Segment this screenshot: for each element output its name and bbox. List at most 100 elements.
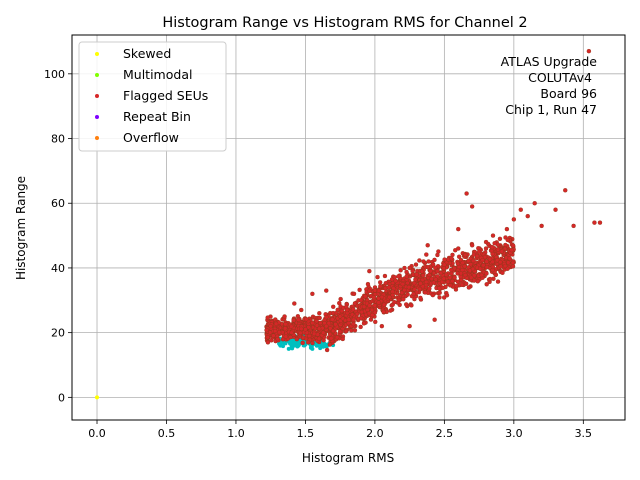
scatter-point-flagged-seus: [310, 291, 315, 297]
legend-marker-overflow: [95, 136, 99, 140]
scatter-point-flagged-seu: [377, 280, 383, 285]
scatter-point-flagged-seus: [310, 320, 315, 326]
scatter-point-flagged-seu: [471, 258, 476, 264]
scatter-point-flagged-seu: [495, 279, 501, 284]
scatter-point-flagged-seu: [435, 268, 440, 274]
x-tick-label: 2.5: [436, 427, 454, 440]
scatter-point-flagged-seu: [311, 331, 317, 336]
legend-marker-repeat-bin: [95, 115, 99, 119]
scatter-point-flagged-seus: [296, 317, 301, 322]
scatter-point-unlabeled: [277, 341, 282, 346]
scatter-point-flagged-seu: [459, 282, 465, 288]
scatter-point-unlabeled: [283, 341, 288, 346]
scatter-point-flagged-seu: [361, 321, 367, 326]
scatter-point-flagged-seus: [324, 323, 329, 329]
legend-label-skewed: Skewed: [123, 46, 171, 61]
scatter-point-flagged-seus: [449, 256, 454, 261]
annotation-line-3: Board 96: [540, 86, 597, 101]
scatter-point-flagged-seus: [586, 48, 592, 54]
scatter-point-flagged-seus: [379, 323, 385, 329]
scatter-point-flagged-seu: [438, 270, 444, 276]
scatter-point-flagged-seu: [495, 247, 501, 252]
legend-label-repeat-bin: Repeat Bin: [123, 109, 191, 124]
scatter-point-flagged-seu: [480, 257, 485, 263]
scatter-point-flagged-seus: [490, 233, 496, 238]
scatter-point-flagged-seu: [505, 237, 510, 243]
scatter-point-flagged-seu: [437, 295, 442, 300]
y-tick-label: 60: [51, 197, 65, 210]
scatter-point-flagged-seus: [331, 304, 336, 309]
scatter-point-flagged-seu: [499, 249, 505, 254]
scatter-point-flagged-seus: [553, 207, 558, 212]
scatter-point-flagged-seu: [343, 328, 349, 334]
scatter-point-flagged-seu: [490, 259, 495, 265]
scatter-point-flagged-seus: [421, 259, 426, 264]
scatter-point-flagged-seu: [363, 294, 368, 299]
scatter-point-flagged-seu: [481, 263, 486, 268]
scatter-point-flagged-seu: [502, 263, 508, 269]
scatter-point-flagged-seu: [381, 309, 386, 315]
scatter-point-unlabeled: [293, 343, 298, 348]
y-tick-label: 0: [58, 391, 65, 404]
plot-area-frame: [71, 34, 626, 421]
scatter-point-flagged-seus: [464, 191, 469, 196]
scatter-point-flagged-seu: [283, 334, 289, 339]
scatter-point-flagged-seu: [402, 265, 407, 271]
data-points: [95, 48, 603, 400]
grid-lines: [72, 35, 625, 420]
scatter-point-flagged-seu: [352, 301, 358, 306]
scatter-point-flagged-seu: [338, 296, 343, 302]
y-tick-label: 80: [51, 133, 65, 146]
scatter-point-flagged-seu: [463, 281, 469, 286]
scatter-point-flagged-seu: [351, 307, 356, 312]
x-tick-label: 1.0: [227, 427, 245, 440]
scatter-point-flagged-seu: [367, 288, 372, 294]
scatter-point-flagged-seu: [484, 259, 489, 264]
scatter-point-flagged-seu: [505, 266, 510, 271]
scatter-point-flagged-seus: [504, 226, 510, 232]
scatter-point-flagged-seu: [490, 244, 495, 250]
scatter-point-flagged-seu: [358, 315, 364, 321]
scatter-point-flagged-seu: [399, 290, 405, 295]
scatter-point-flagged-seu: [361, 304, 367, 309]
scatter-point-flagged-seus: [563, 188, 568, 193]
scatter-point-flagged-seu: [316, 326, 322, 331]
scatter-point-flagged-seu: [282, 326, 288, 331]
scatter-point-flagged-seus: [344, 307, 350, 313]
scatter-point-flagged-seus: [386, 285, 391, 290]
scatter-point-flagged-seu: [443, 272, 449, 277]
x-axis-label: Histogram RMS: [302, 451, 394, 465]
scatter-point-flagged-seu: [471, 278, 477, 283]
scatter-point-flagged-seus: [597, 220, 603, 225]
scatter-point-flagged-seu: [390, 292, 395, 298]
scatter-point-flagged-seu: [371, 295, 376, 300]
scatter-point-flagged-seu: [417, 286, 423, 292]
scatter-point-flagged-seu: [437, 290, 442, 295]
scatter-point-flagged-seu: [280, 336, 286, 342]
scatter-point-flagged-seu: [427, 272, 432, 278]
scatter-point-flagged-seu: [462, 264, 467, 269]
scatter-point-flagged-seu: [435, 274, 440, 279]
scatter-point-flagged-seu: [310, 340, 315, 346]
scatter-point-flagged-seus: [372, 288, 378, 293]
scatter-point-flagged-seu: [510, 260, 516, 266]
scatter-point-flagged-seus: [265, 340, 271, 345]
scatter-point-unlabeled: [290, 346, 295, 351]
scatter-point-flagged-seus: [324, 288, 329, 293]
scatter-point-flagged-seus: [456, 246, 461, 251]
scatter-point-flagged-seus: [303, 327, 308, 332]
scatter-point-flagged-seu: [413, 262, 419, 267]
scatter-point-flagged-seu: [357, 287, 362, 293]
scatter-point-flagged-seu: [432, 257, 437, 263]
scatter-point-flagged-seus: [299, 307, 304, 313]
scatter-point-flagged-seu: [329, 336, 334, 341]
scatter-point-flagged-seus: [268, 323, 273, 329]
scatter-point-flagged-seu: [337, 329, 343, 334]
scatter-point-unlabeled: [286, 346, 291, 351]
scatter-point-flagged-seus: [414, 272, 419, 277]
legend-marker-flagged-seus: [95, 94, 99, 98]
scatter-point-flagged-seus: [292, 301, 297, 306]
annotation-line-1: ATLAS Upgrade: [501, 54, 598, 69]
scatter-point-flagged-seus: [367, 268, 372, 274]
